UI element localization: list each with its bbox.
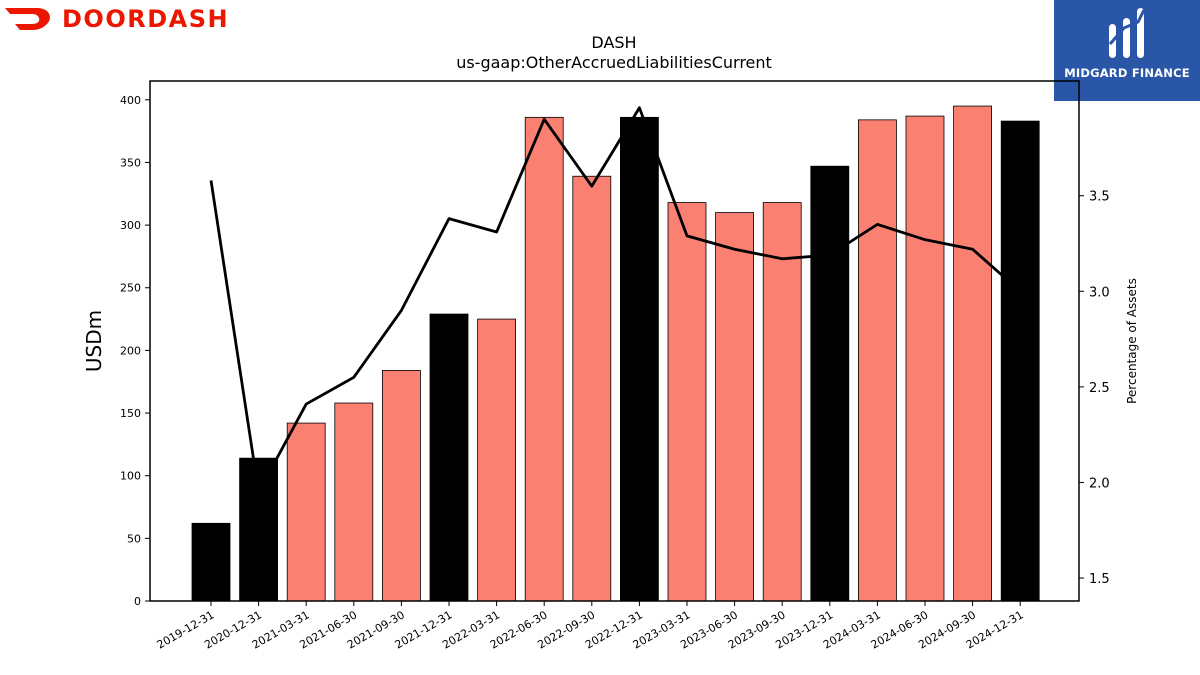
y-tick-label: 150 — [120, 407, 141, 420]
doordash-dash-icon — [5, 8, 50, 30]
y2-axis: 1.5 2.0 2.5 3.0 3.5 — [1079, 190, 1110, 587]
y-tick-label: 250 — [120, 282, 141, 295]
bar-2022-03-31 — [477, 318, 517, 602]
brand-name: DOORDASH — [62, 5, 230, 33]
bar-2023-12-31 — [810, 165, 850, 602]
y2-tick-label: 2.0 — [1089, 476, 1110, 491]
bar-2023-09-30 — [762, 202, 802, 602]
x-axis: 2019-12-312020-12-312021-03-312021-06-30… — [155, 601, 1026, 652]
y2-tick-label: 1.5 — [1089, 572, 1110, 587]
y2-tick-label: 2.5 — [1089, 381, 1110, 396]
y-tick-label: 50 — [127, 532, 141, 545]
percent-of-assets-line — [209, 106, 1022, 494]
y-tick-label: 200 — [120, 344, 141, 357]
bar-2021-06-30 — [334, 402, 374, 602]
y-tick-label: 300 — [120, 219, 141, 232]
bar-2019-12-31 — [191, 522, 231, 602]
bar-2022-12-31 — [620, 116, 659, 602]
y-tick-label: 100 — [120, 470, 141, 483]
y2-axis-label: Percentage of Assets — [1125, 278, 1139, 404]
bar-2021-09-30 — [381, 370, 421, 602]
y-tick-label: 350 — [120, 156, 141, 169]
y-axis: 0 50 100 150 200 250 300 350 400 — [120, 94, 150, 608]
bar-2022-06-30 — [524, 116, 564, 602]
bar-2023-03-31 — [667, 202, 707, 602]
bar-2021-03-31 — [286, 422, 326, 602]
chart-subtitle: us-gaap:OtherAccruedLiabilitiesCurrent — [456, 53, 772, 72]
bar-2024-06-30 — [905, 115, 945, 602]
chart-title: DASH — [591, 33, 636, 52]
bars-group — [191, 105, 1040, 602]
bar-2024-09-30 — [953, 105, 992, 602]
y2-tick-label: 3.0 — [1089, 285, 1110, 300]
bar-2023-06-30 — [715, 212, 754, 602]
bar-2024-03-31 — [858, 119, 897, 602]
line-group — [209, 106, 1022, 494]
y-tick-label: 0 — [134, 595, 141, 608]
bar-2022-09-30 — [572, 175, 612, 602]
bar-2024-12-31 — [1000, 120, 1040, 602]
midgard-logo-icon — [1108, 8, 1146, 58]
badge-name: MIDGARD FINANCE — [1064, 66, 1190, 80]
plot-frame — [149, 80, 1080, 602]
doordash-logo: DOORDASH — [4, 2, 229, 36]
y-tick-label: 400 — [120, 94, 141, 107]
y-axis-label: USDm — [82, 310, 106, 372]
bar-2021-12-31 — [429, 313, 469, 602]
bar-2020-12-31 — [239, 457, 279, 602]
y2-tick-label: 3.5 — [1089, 190, 1110, 205]
